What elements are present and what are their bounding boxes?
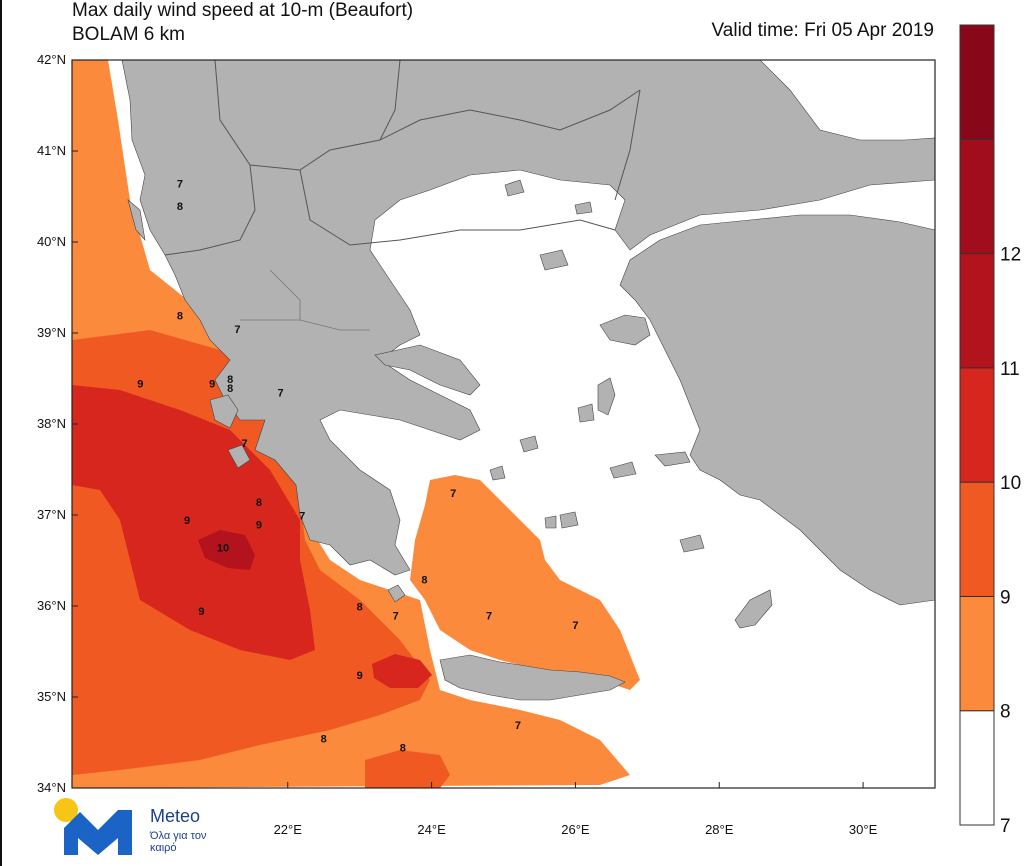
land-cyclades-1 [489, 465, 506, 481]
land-cyclades-3 [559, 511, 579, 529]
legend-swatch [959, 138, 995, 255]
land-cyclades-7 [577, 403, 595, 423]
wind-value-label: 8 [227, 374, 233, 386]
lon-label: 26°E [561, 822, 590, 837]
land-thassos [504, 179, 525, 197]
legend-label: 8 [1000, 702, 1011, 723]
land-samos [654, 451, 691, 467]
country-borders [164, 59, 641, 331]
land-chios [597, 377, 616, 416]
beaufort-colorbar: 7 8 9 10 11 12 [959, 24, 1021, 837]
lon-label: 28°E [705, 822, 734, 837]
wind-value-label: 8 [227, 383, 233, 395]
lat-label: 34°N [37, 780, 66, 795]
legend-swatch [959, 481, 995, 597]
wind-value-label: 7 [242, 438, 248, 450]
lon-label: 30°E [849, 822, 878, 837]
wind-value-label: 9 [357, 670, 363, 682]
land-balkans-mainland [121, 59, 936, 576]
m-logo-icon [64, 810, 132, 855]
lat-label: 40°N [37, 234, 66, 249]
land-cyclades-6 [679, 534, 705, 553]
wind-value-label: 9 [184, 515, 190, 527]
wind-value-label: 7 [572, 620, 578, 632]
legend-swatch [959, 253, 995, 369]
wind-value-label: 7 [234, 324, 240, 336]
brand-tagline: Όλα για τον καιρό [150, 830, 207, 854]
wind-value-label: 8 [256, 497, 262, 509]
lat-label: 39°N [37, 325, 66, 340]
wind-value-label: 9 [209, 379, 215, 391]
legend-label: 10 [1000, 473, 1021, 494]
wind-value-label: 7 [515, 720, 521, 732]
wind-field-bf11-core [198, 530, 255, 570]
legend-swatch [959, 595, 995, 712]
sun-icon [54, 798, 78, 822]
lat-label: 35°N [37, 689, 66, 704]
legend-label: 7 [1000, 816, 1011, 837]
land-cyclades-4 [544, 515, 557, 529]
land-cyclades-2 [519, 435, 539, 453]
legend-swatch [959, 24, 995, 140]
land-masses [121, 59, 936, 701]
wind-value-label: 8 [400, 743, 406, 755]
wind-value-label: 7 [393, 611, 399, 623]
land-cyclades-5 [609, 461, 637, 479]
land-kythira [387, 584, 406, 603]
lat-label: 36°N [37, 598, 66, 613]
lon-label: 24°E [417, 822, 446, 837]
wind-field-bf10-ionian [72, 385, 315, 660]
land-rhodes [734, 589, 773, 629]
wind-value-label: 10 [217, 542, 229, 554]
wind-value-label: 7 [450, 488, 456, 500]
legend-swatch [959, 710, 995, 826]
wind-value-label: 7 [299, 511, 305, 523]
wind-speed-fields [72, 60, 640, 788]
lat-label: 42°N [37, 52, 66, 67]
land-lemnos [539, 249, 569, 271]
wind-value-label: 8 [321, 734, 327, 746]
lon-label: 22°E [274, 822, 303, 837]
map-frame [71, 59, 936, 789]
lat-label: 38°N [37, 416, 66, 431]
valid-time: Valid time: Fri 05 Apr 2019 [711, 20, 934, 41]
lat-label: 37°N [37, 507, 66, 522]
wind-value-label: 7 [486, 611, 492, 623]
wind-value-label: 9 [256, 520, 262, 532]
wind-value-label: 8 [357, 602, 363, 614]
land-lesvos [599, 314, 651, 346]
land-corfu [127, 199, 146, 241]
axis-labels: 42°N 41°N 40°N 39°N 38°N 37°N 36°N 35°N 34°N 22°E… [37, 52, 878, 837]
legend-label: 11 [1000, 359, 1020, 380]
legend-swatch [959, 367, 995, 483]
wind-value-label: 7 [277, 388, 283, 400]
wind-field-bf10-crete-west [372, 654, 432, 688]
land-anatolia [619, 214, 936, 606]
land-zakynthos [227, 444, 251, 469]
wind-value-label: 9 [198, 606, 204, 618]
legend-label: 12 [1000, 245, 1021, 266]
wind-value-label: 8 [421, 574, 427, 586]
wind-value-label: 8 [177, 310, 183, 322]
wind-value-label: 9 [137, 379, 143, 391]
land-crete [439, 654, 626, 701]
legend-label: 9 [1000, 587, 1011, 608]
lat-label: 41°N [37, 143, 66, 158]
wind-value-label: 8 [177, 201, 183, 213]
wind-value-label: 7 [177, 178, 183, 190]
wind-field-bf9-south [365, 750, 450, 788]
map-title: Max daily wind speed at 10-m (Beaufort) [72, 0, 414, 21]
left-edge-rule [0, 0, 2, 866]
land-euboea [374, 344, 481, 396]
land-samothrace [574, 201, 593, 215]
wind-field-bf8-aegean [410, 475, 640, 690]
land-kefalonia [209, 394, 239, 429]
meteo-logo [54, 798, 132, 855]
brand-name: Meteo [150, 806, 201, 826]
model-name: BOLAM 6 km [72, 24, 185, 45]
